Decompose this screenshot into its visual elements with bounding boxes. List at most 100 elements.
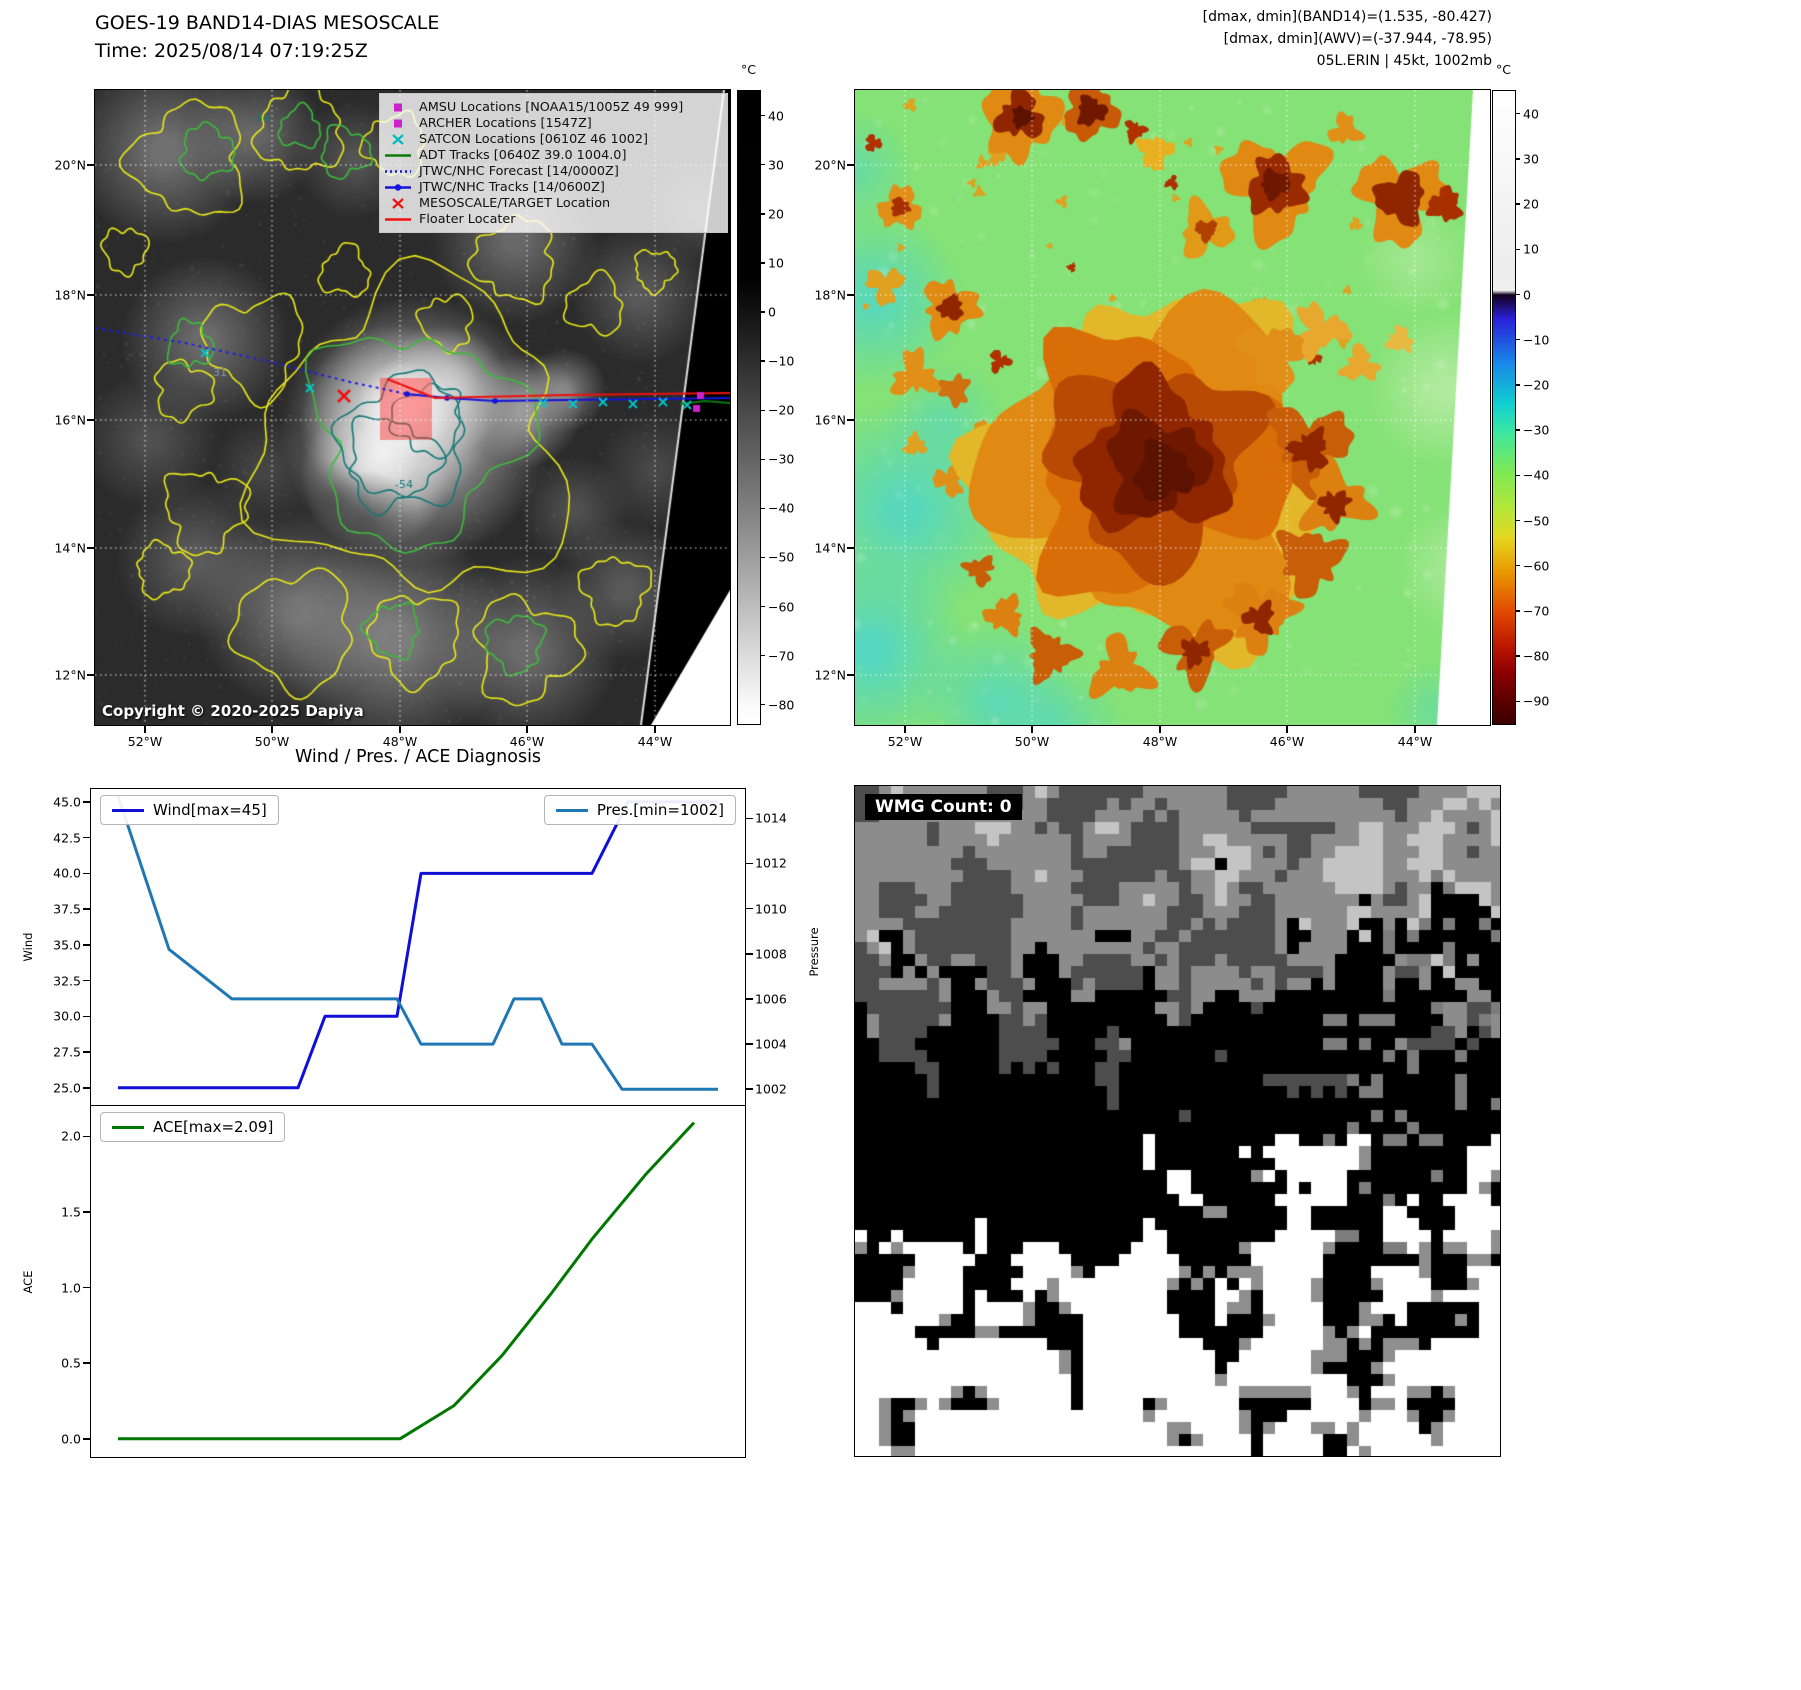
y-tick-label: 1014 [755, 810, 787, 826]
wmg-count-label: WMG Count: 0 [865, 794, 1022, 820]
square-legend-marker-icon [394, 103, 402, 111]
colorbar-tick-label: 30 [768, 157, 784, 173]
y-tick-label: 1008 [755, 946, 787, 962]
y-tick-mark [746, 1043, 753, 1045]
colorbar-tick-mark [1515, 565, 1520, 567]
lat-tick-mark [847, 547, 855, 549]
lon-tick-mark [526, 725, 528, 733]
line-dot-legend-marker-icon [385, 183, 411, 191]
legend-item: JTWC/NHC Forecast [14/0000Z] [383, 163, 721, 179]
lat-tick-mark [847, 294, 855, 296]
pressure-legend-line [555, 808, 588, 812]
colorbar-tick-label: 40 [768, 108, 784, 124]
lat-tick-label: 18°N [814, 287, 846, 303]
lat-tick-label: 16°N [814, 412, 846, 428]
y-tick-mark [83, 1015, 90, 1018]
lat-tick-mark [87, 547, 95, 549]
y-tick-mark [83, 1135, 90, 1137]
lat-tick-mark [847, 419, 855, 421]
colorbar-tick-mark [1515, 384, 1520, 386]
y-tick-mark [746, 998, 753, 1000]
wind-legend-label: Wind[max=45] [153, 801, 267, 819]
y-tick-label: 42.5 [53, 830, 81, 846]
colorbar-tick-mark [760, 262, 765, 264]
y-tick-label: 45.0 [53, 794, 81, 810]
y-tick-label: 25.0 [53, 1080, 81, 1096]
y-tick-label: 35.0 [53, 937, 81, 953]
lon-tick-label: 48°W [1142, 734, 1178, 749]
y-tick-mark [83, 872, 90, 875]
colorbar-tick-label: −10 [768, 353, 795, 369]
y-tick-mark [746, 907, 753, 910]
colorbar-tick-label: −50 [1523, 513, 1550, 529]
series-line [116, 795, 718, 1091]
dotted-legend-marker-icon [385, 169, 411, 173]
lat-tick-mark [87, 164, 95, 166]
lon-tick-label: 52°W [887, 734, 923, 749]
wmg-panel: WMG Count: 0 [855, 786, 1500, 1456]
wind-pressure-chart: Wind[max=45] Pres.[min=1002] 45.0 42.5 40.… [53, 788, 787, 1106]
colorbar-tick-label: −70 [768, 648, 795, 664]
legend-label: MESOSCALE/TARGET Location [419, 195, 611, 211]
awv-colorbar: 40 30 20 10 0 −10 −20 −30 −40 −50 −60 −70 −80 −90 [1492, 90, 1549, 725]
y-tick-label: 32.5 [53, 973, 81, 989]
wmg-pixel-image [855, 786, 1500, 1456]
colorbar-tick-mark [760, 507, 765, 510]
copyright-text: Copyright © 2020-2025 Dapiya [102, 702, 364, 720]
lat-tick-label: 12°N [54, 667, 86, 683]
colorbar-tick-mark [760, 114, 765, 117]
wind-pressure-plot [116, 795, 718, 1091]
square-legend-marker-icon [394, 119, 402, 127]
colorbar-tick-label: −20 [1523, 377, 1550, 393]
y-tick-label: 1012 [755, 855, 787, 871]
legend-item: MESOSCALE/TARGET Location [383, 195, 721, 211]
colorbar-tick-label: −30 [768, 451, 795, 467]
colorbar-tick-mark [760, 311, 765, 313]
lon-tick-label: 48°W [382, 734, 418, 749]
lon-tick-label: 52°W [127, 734, 163, 749]
colorbar-tick-mark [1515, 293, 1520, 296]
colorbar-tick-mark [760, 458, 765, 460]
colorbar-tick-mark [760, 556, 765, 559]
y-tick-mark [83, 908, 90, 910]
lat-tick-label: 18°N [54, 287, 86, 303]
colorbar-tick-mark [760, 654, 765, 657]
lon-tick-label: 50°W [254, 734, 290, 749]
y-tick-mark [83, 1211, 90, 1213]
colorbar-tick-mark [1515, 158, 1520, 160]
y-tick-mark [83, 944, 90, 946]
colorbar-tick-label: 0 [1523, 287, 1531, 303]
ace-legend: ACE[max=2.09] [100, 1112, 286, 1142]
x-legend-marker-icon [392, 133, 404, 145]
lon-tick-mark [654, 725, 656, 733]
dmax-dmin-band14: [dmax, dmin](BAND14)=(1.535, -80.427) [1202, 9, 1492, 25]
colorbar-tick-label: 20 [768, 206, 784, 222]
y-tick-mark [83, 979, 90, 982]
legend-label: AMSU Locations [NOAA15/1005Z 49 999] [419, 99, 684, 115]
y-tick-mark [83, 1438, 90, 1440]
legend-item: ARCHER Locations [1547Z] [383, 115, 721, 131]
map-legend: AMSU Locations [NOAA15/1005Z 49 999] ARCH… [379, 93, 728, 233]
legend-label: ADT Tracks [0640Z 39.0 1004.0] [419, 147, 627, 163]
storm-header: [dmax, dmin](BAND14)=(1.535, -80.427) [d… [1000, 6, 1492, 72]
lat-tick-label: 20°N [54, 157, 86, 173]
colorbar-tick-label: −60 [768, 599, 795, 615]
ace-plot [118, 1121, 696, 1441]
lon-tick-mark [1031, 725, 1033, 733]
colorbar-tick-label: −90 [1523, 693, 1550, 709]
lon-tick-label: 44°W [637, 734, 673, 749]
legend-item: Floater Locater [383, 211, 721, 227]
colorbar-tick-label: −70 [1523, 603, 1550, 619]
y-tick-label: 1.5 [61, 1204, 81, 1220]
y-tick-label: 40.0 [53, 865, 81, 881]
y-tick-mark [83, 1362, 90, 1364]
lon-tick-mark [144, 725, 146, 733]
lon-tick-mark [1159, 725, 1161, 733]
colorbar-tick-mark [1515, 248, 1520, 251]
ace-legend-label: ACE[max=2.09] [153, 1118, 274, 1136]
lat-tick-label: 20°N [814, 157, 846, 173]
y-tick-label: 37.5 [53, 901, 81, 917]
lon-tick-mark [1286, 725, 1288, 733]
band14-time-subtitle: Time: 2025/08/14 07:19:25Z [95, 40, 368, 62]
colorbar-tick-mark [760, 360, 765, 362]
